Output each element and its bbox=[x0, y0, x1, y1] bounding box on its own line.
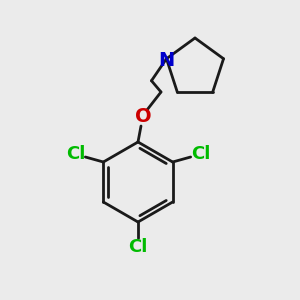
Text: Cl: Cl bbox=[66, 145, 85, 163]
Text: Cl: Cl bbox=[191, 145, 210, 163]
Text: N: N bbox=[158, 51, 175, 70]
Text: O: O bbox=[135, 107, 151, 127]
Text: Cl: Cl bbox=[128, 238, 148, 256]
